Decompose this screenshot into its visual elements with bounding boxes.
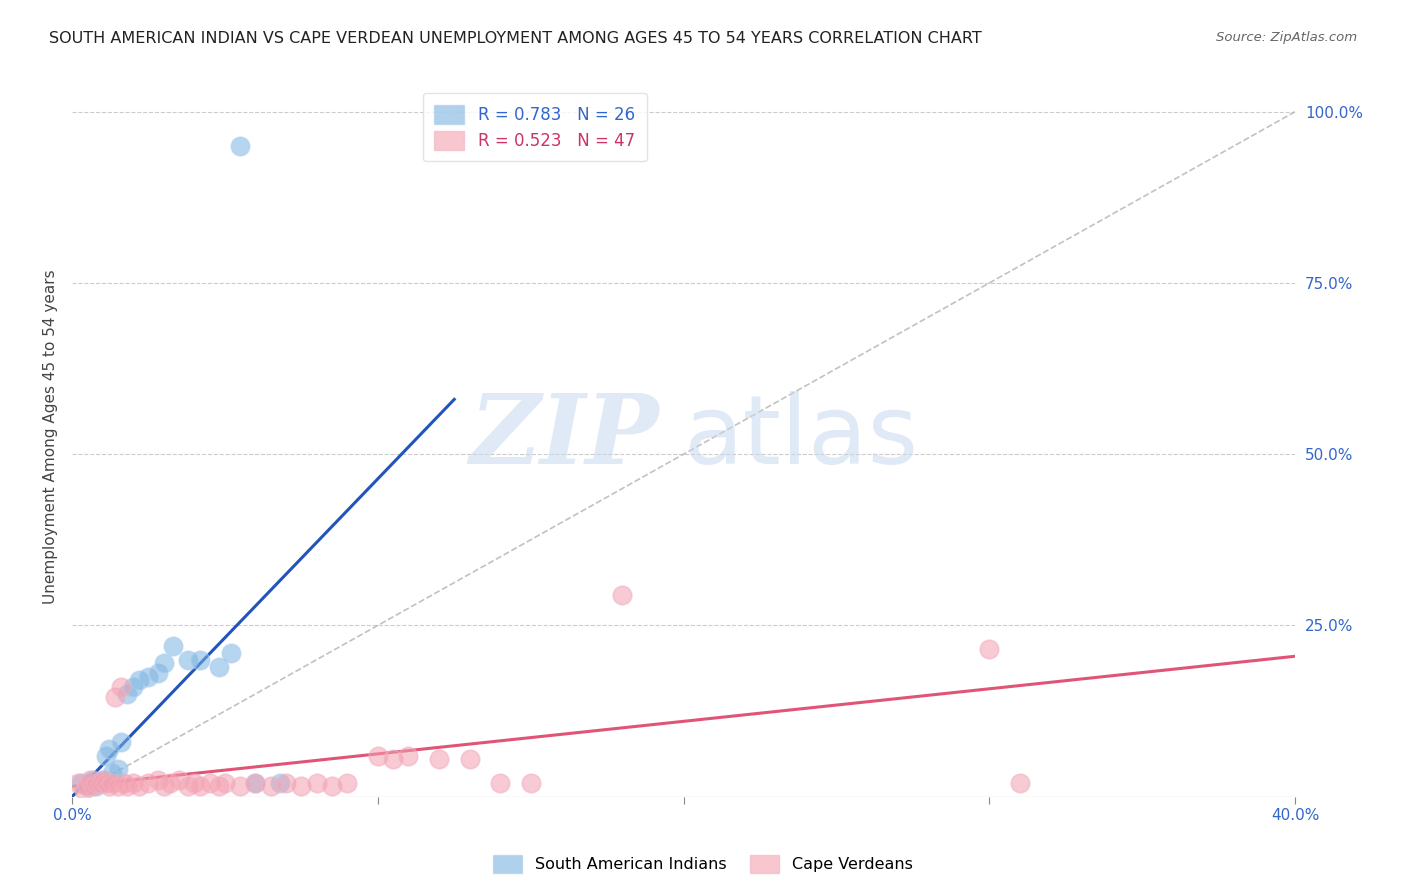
Point [94, 776, 117, 790]
Point [1008, 776, 1031, 790]
Point [336, 776, 359, 790]
Point [183, 776, 205, 790]
Point [115, 687, 138, 701]
Point [100, 776, 122, 790]
Point [396, 748, 419, 763]
Point [198, 776, 221, 790]
Point [76, 780, 98, 794]
Point [177, 780, 200, 794]
Text: ZIP: ZIP [470, 390, 659, 484]
Point [167, 772, 190, 787]
Text: Source: ZipAtlas.com: Source: ZipAtlas.com [1216, 31, 1357, 45]
Point [229, 780, 252, 794]
Point [190, 780, 212, 794]
Point [94, 748, 117, 763]
Point [269, 776, 291, 790]
Point [152, 656, 174, 670]
Point [86, 776, 108, 790]
Text: SOUTH AMERICAN INDIAN VS CAPE VERDEAN UNEMPLOYMENT AMONG AGES 45 TO 54 YEARS COR: SOUTH AMERICAN INDIAN VS CAPE VERDEAN UN… [49, 31, 981, 46]
Point [979, 642, 1001, 657]
Point [519, 776, 541, 790]
Point [146, 772, 169, 787]
Point [177, 653, 200, 667]
Point [190, 653, 212, 667]
Point [107, 762, 129, 776]
Point [208, 659, 231, 673]
Point [427, 752, 450, 766]
Point [229, 139, 252, 153]
Point [82, 780, 104, 794]
Point [73, 782, 96, 797]
Point [104, 690, 127, 705]
Point [97, 741, 120, 756]
Point [91, 772, 114, 787]
Point [79, 772, 101, 787]
Point [367, 748, 389, 763]
Point [138, 670, 160, 684]
Point [110, 735, 132, 749]
Text: atlas: atlas [683, 391, 918, 483]
Point [67, 776, 90, 790]
Point [138, 776, 160, 790]
Point [76, 780, 98, 794]
Point [274, 776, 297, 790]
Point [214, 776, 236, 790]
Point [489, 776, 512, 790]
Point [107, 780, 129, 794]
Point [146, 666, 169, 681]
Point [321, 780, 343, 794]
Point [152, 780, 174, 794]
Point [260, 780, 283, 794]
Point [208, 780, 231, 794]
Point [128, 780, 150, 794]
Point [110, 680, 132, 694]
Point [245, 776, 267, 790]
Point [458, 752, 481, 766]
Point [305, 776, 328, 790]
Point [122, 776, 145, 790]
Point [100, 765, 122, 780]
Point [97, 780, 120, 794]
Point [159, 776, 181, 790]
Point [128, 673, 150, 688]
Point [82, 772, 104, 787]
Point [115, 780, 138, 794]
Point [382, 752, 405, 766]
Point [70, 776, 93, 790]
Point [162, 639, 184, 653]
Point [219, 646, 242, 660]
Point [290, 780, 312, 794]
Legend: R = 0.783   N = 26, R = 0.523   N = 47: R = 0.783 N = 26, R = 0.523 N = 47 [423, 93, 647, 161]
Point [245, 776, 267, 790]
Point [612, 588, 634, 602]
Y-axis label: Unemployment Among Ages 45 to 54 years: Unemployment Among Ages 45 to 54 years [44, 269, 58, 605]
Point [89, 776, 111, 790]
Point [86, 780, 108, 794]
Point [79, 776, 101, 790]
Point [112, 776, 135, 790]
Point [122, 680, 145, 694]
Point [91, 772, 114, 787]
Point [89, 776, 111, 790]
Legend: South American Indians, Cape Verdeans: South American Indians, Cape Verdeans [486, 848, 920, 880]
